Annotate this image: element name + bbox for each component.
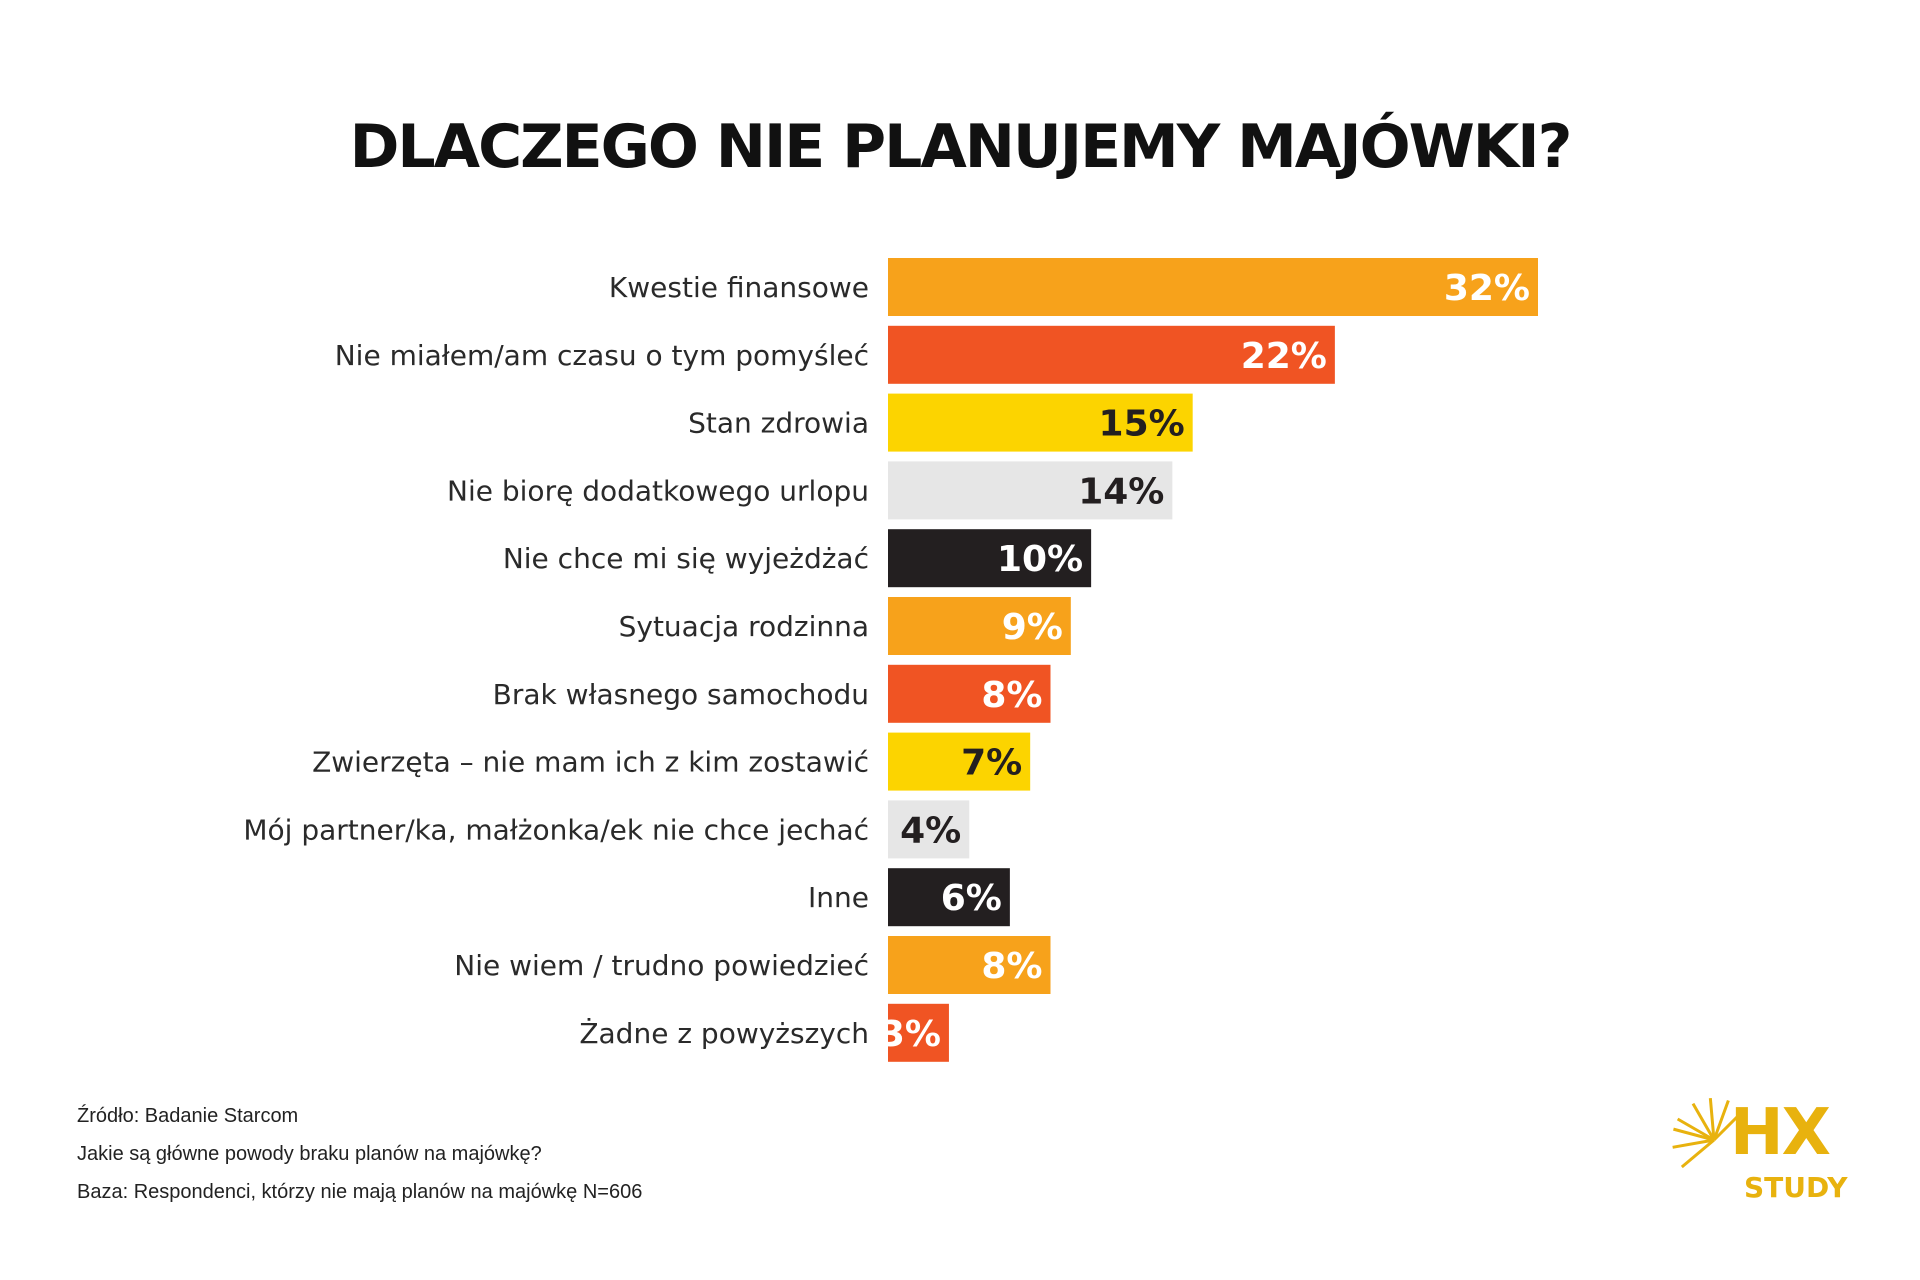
bar (888, 868, 1010, 927)
bar-row: Nie biorę dodatkowego urlopu 14% (447, 461, 1173, 520)
logo-word: STUDY (1744, 1171, 1848, 1204)
bar (888, 529, 1092, 588)
bar-row: Nie miałem/am czasu o tym pomyśleć 22% (335, 325, 1335, 384)
sunburst-ray (1712, 1100, 1730, 1141)
bar-row: Stan zdrowia 15% (688, 393, 1193, 452)
value-label: 3% (880, 1014, 941, 1055)
bar (888, 597, 1071, 655)
category-label: Brak własnego samochodu (493, 678, 869, 711)
bar (888, 258, 1538, 316)
bar-row: Zwierzęta – nie mam ich z kim zostawić 7% (312, 732, 1031, 791)
bar-row: Nie chce mi się wyjeżdżać 10% (503, 529, 1092, 588)
base-note: Baza: Respondenci, którzy nie mają planó… (77, 1181, 643, 1203)
category-label: Zwierzęta – nie mam ich z kim zostawić (312, 746, 869, 779)
value-label: 22% (1241, 336, 1327, 377)
sunburst-ray (1676, 1117, 1715, 1142)
bar (888, 1003, 949, 1062)
bar (888, 732, 1031, 791)
question-note: Jakie są główne powody braku planów na m… (77, 1143, 542, 1165)
bar-row: Mój partner/ka, małżonka/ek nie chce jec… (243, 800, 970, 859)
bar-row: Brak własnego samochodu 8% (493, 664, 1051, 723)
value-label: 8% (981, 675, 1042, 716)
category-label: Kwestie finansowe (609, 271, 869, 304)
footnotes: Źródło: Badanie Starcom Jakie są główne … (77, 1097, 642, 1211)
category-label: Nie chce mi się wyjeżdżać (503, 542, 869, 575)
sunburst-ray (1672, 1138, 1715, 1149)
sunburst-ray (1708, 1098, 1716, 1141)
bar-row: Nie wiem / trudno powiedzieć 8% (454, 936, 1051, 994)
value-label: 14% (1078, 471, 1164, 512)
logo-mark: HX (1730, 1096, 1831, 1170)
sunburst-ray (1691, 1102, 1716, 1141)
value-label: 32% (1444, 268, 1530, 309)
bar-row: Sytuacja rodzinna 9% (619, 597, 1071, 655)
bars-layer: Kwestie finansowe 32% Nie miałem/am czasu … (243, 258, 1538, 1062)
sunburst-ray (1673, 1127, 1715, 1142)
bar (888, 393, 1193, 452)
category-label: Inne (808, 881, 869, 914)
bar (888, 325, 1335, 384)
bar-row: Żadne z powyższych 3% (579, 1003, 949, 1062)
value-label: 9% (1002, 607, 1063, 648)
bar (888, 800, 970, 859)
category-label: Nie wiem / trudno powiedzieć (454, 949, 869, 982)
chart-title: DLACZEGO NIE PLANUJEMY MAJÓWKI? (349, 112, 1573, 182)
source-note: Źródło: Badanie Starcom (77, 1105, 299, 1127)
category-label: Nie miałem/am czasu o tym pomyśleć (335, 339, 869, 372)
category-label: Nie biorę dodatkowego urlopu (447, 474, 869, 507)
category-label: Sytuacja rodzinna (619, 610, 869, 643)
sunburst-icon (1672, 1098, 1745, 1169)
category-label: Żadne z powyższych (579, 1017, 869, 1050)
value-label: 10% (997, 539, 1083, 580)
sunburst-ray (1680, 1138, 1715, 1169)
bar-row: Inne 6% (808, 868, 1010, 927)
hx-study-logo: HX STUDY (1672, 1096, 1848, 1204)
bar-row: Kwestie finansowe 32% (609, 258, 1538, 316)
category-label: Stan zdrowia (688, 407, 869, 440)
bar (888, 664, 1051, 723)
value-label: 6% (941, 878, 1002, 919)
value-label: 4% (900, 810, 961, 851)
sunburst-ray (1712, 1109, 1745, 1142)
value-label: 15% (1099, 404, 1185, 445)
bar (888, 461, 1173, 520)
bar (888, 936, 1051, 994)
category-label: Mój partner/ka, małżonka/ek nie chce jec… (243, 813, 869, 846)
value-label: 7% (961, 743, 1022, 784)
value-label: 8% (981, 946, 1042, 987)
